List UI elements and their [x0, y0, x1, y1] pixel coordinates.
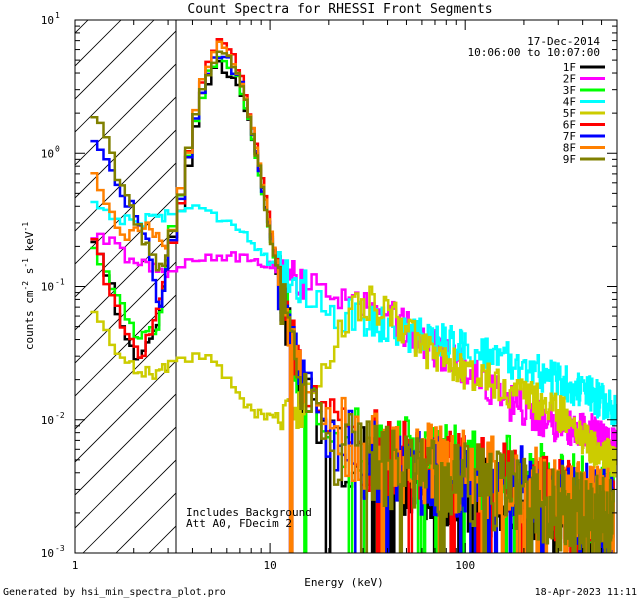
legend-label-9F: 9F	[563, 153, 576, 166]
y-tick-exponent: -3	[55, 544, 65, 553]
y-tick-exponent: 0	[55, 144, 60, 153]
y-tick-exponent: -2	[55, 411, 65, 420]
annotation-attenuator: Att A0, FDecim 2	[186, 517, 292, 530]
legend-label-6F: 6F	[563, 119, 576, 132]
hatch-line	[75, 30, 176, 133]
chart-title: Count Spectra for RHESSI Front Segments	[187, 2, 492, 17]
hatch-line	[75, 195, 176, 298]
annotation-background: Includes Background	[186, 506, 312, 519]
y-tick-exponent: 1	[55, 11, 60, 20]
y-tick-label: 10	[41, 414, 54, 427]
y-axis-label: counts cm-2 s-1 keV-1	[21, 222, 36, 350]
y-label-kev: keV	[23, 231, 36, 258]
y-tick-label: 10	[41, 147, 54, 160]
y-label-exp-s: -1	[21, 258, 30, 268]
x-tick-label: 1	[72, 559, 79, 572]
y-tick-label: 10	[41, 14, 54, 27]
hatch-line	[75, 96, 176, 199]
legend-label-1F: 1F	[563, 61, 576, 74]
legend-label-4F: 4F	[563, 96, 576, 109]
x-tick-label: 100	[455, 559, 475, 572]
hatch-line	[75, 63, 176, 166]
legend-label-3F: 3F	[563, 84, 576, 97]
y-tick-exponent: -1	[55, 278, 65, 287]
footer-timestamp: 18-Apr-2023 11:11	[535, 587, 637, 598]
hatch-line	[82, 459, 176, 553]
x-tick-label: 10	[263, 559, 276, 572]
footer-generator: Generated by hsi_min_spectra_plot.pro	[3, 587, 226, 598]
hatch-line	[75, 426, 176, 529]
legend-label-7F: 7F	[563, 130, 576, 143]
legend-date: 17-Dec-2014	[527, 35, 600, 48]
legend-label-2F: 2F	[563, 73, 576, 86]
x-axis-label: Energy (keV)	[304, 576, 383, 589]
legend-label-5F: 5F	[563, 107, 576, 120]
y-tick-label: 10	[41, 281, 54, 294]
series-line-4F	[90, 200, 617, 427]
y-label-units: counts cm	[23, 290, 36, 350]
svg-text:counts cm-2 s-1 keV-1: counts cm-2 s-1 keV-1	[21, 222, 36, 350]
series-line-5F	[90, 285, 617, 478]
y-label-exp-kev: -1	[21, 222, 30, 232]
series-line-9F	[90, 50, 615, 553]
y-tick-label: 10	[41, 547, 54, 560]
y-label-s: s	[23, 268, 36, 281]
hatch-line	[75, 228, 176, 331]
legend-time-range: 10:06:00 to 10:07:00	[468, 46, 600, 59]
hatch-line	[75, 393, 176, 496]
legend-label-8F: 8F	[563, 142, 576, 155]
y-label-exp-cm: -2	[21, 281, 30, 291]
